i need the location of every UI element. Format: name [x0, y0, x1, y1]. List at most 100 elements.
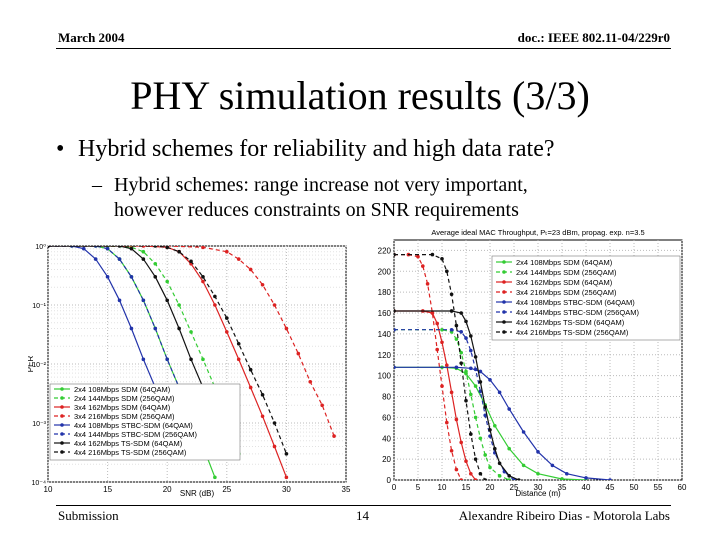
x-tick-label: 45: [606, 483, 615, 492]
data-point: [201, 357, 205, 362]
x-tick-label: 10: [438, 483, 447, 492]
legend-label: 4x4 162Mbps TS-SDM (64QAM): [516, 318, 625, 327]
data-point: [502, 270, 506, 274]
data-point: [502, 300, 506, 304]
y-tick-label: 220: [378, 246, 392, 255]
data-point: [201, 275, 205, 279]
data-point: [478, 369, 483, 374]
data-point: [449, 309, 454, 313]
legend-label: 4x4 108Mbps STBC-SDM (64QAM): [74, 421, 193, 430]
data-point: [425, 282, 430, 286]
data-point: [459, 330, 463, 334]
sub-bullet-line-1: Hybrid schemes: range increase not very …: [114, 174, 528, 196]
data-point: [550, 463, 555, 468]
y-tick-label: 10⁰: [35, 243, 46, 251]
data-point: [189, 330, 193, 334]
data-point: [141, 249, 146, 254]
data-point: [165, 298, 169, 303]
data-point: [141, 357, 146, 362]
data-point: [454, 365, 459, 370]
data-point: [608, 478, 612, 480]
sub-bullet-item: – Hybrid schemes: range increase not very…: [92, 173, 528, 223]
x-axis-label: Distance (m): [515, 489, 561, 498]
data-point: [464, 459, 468, 464]
legend-label: 2x4 108Mbps SDM (64QAM): [516, 258, 613, 267]
data-point: [536, 471, 540, 476]
y-tick-label: 140: [378, 330, 392, 339]
data-point: [117, 298, 122, 303]
data-point: [517, 478, 521, 480]
data-point: [272, 444, 277, 449]
y-tick-label: 10⁻³: [32, 421, 46, 428]
data-point: [507, 407, 511, 411]
data-point: [416, 254, 420, 259]
y-tick-label: 10⁻²: [32, 362, 46, 369]
data-point: [454, 323, 459, 328]
bullet-text: Hybrid schemes for reliability and high …: [78, 136, 555, 162]
data-point: [469, 392, 473, 397]
data-point: [497, 390, 502, 395]
legend-label: 2x4 144Mbps SDM (256QAM): [74, 394, 175, 403]
data-point: [236, 257, 241, 261]
legend-label: 2x4 144Mbps SDM (256QAM): [516, 268, 617, 277]
data-point: [430, 311, 435, 315]
data-point: [521, 463, 526, 468]
data-point: [449, 292, 454, 297]
data-point: [213, 475, 217, 480]
x-tick-label: 0: [392, 483, 397, 492]
data-point: [332, 434, 336, 438]
data-point: [497, 461, 502, 466]
data-point: [177, 326, 181, 331]
data-point: [105, 275, 110, 279]
data-point: [473, 367, 478, 372]
data-point: [497, 474, 502, 478]
x-tick-label: 60: [678, 483, 687, 492]
legend-box: [49, 383, 241, 461]
x-tick-label: 35: [558, 483, 567, 492]
legend-label: 4x4 144Mbps STBC-SDM (256QAM): [516, 308, 639, 317]
y-tick-label: 120: [378, 351, 392, 360]
data-point: [502, 260, 506, 264]
data-point: [507, 446, 511, 451]
x-tick-label: 35: [342, 485, 351, 494]
y-tick-label: 20: [382, 455, 391, 464]
footer-submission: Submission: [58, 508, 119, 523]
data-point: [165, 246, 169, 250]
data-point: [248, 367, 253, 372]
data-point: [177, 303, 181, 307]
data-point: [260, 282, 265, 287]
data-point: [440, 384, 444, 388]
data-point: [469, 348, 473, 353]
x-tick-label: 20: [486, 483, 495, 492]
data-point: [469, 334, 473, 338]
sub-bullet-dash-icon: –: [92, 174, 102, 196]
x-tick-label: 15: [462, 483, 471, 492]
data-point: [60, 423, 64, 427]
header-rule: [56, 48, 671, 49]
y-tick-label: 0: [387, 476, 392, 485]
data-point: [483, 405, 487, 409]
legend-label: 3x4 216Mbps SDM (256QAM): [516, 288, 617, 297]
data-point: [248, 267, 253, 272]
data-point: [507, 478, 511, 480]
data-point: [260, 414, 265, 419]
data-point: [153, 275, 158, 279]
data-point: [473, 478, 478, 480]
data-point: [141, 298, 146, 303]
legend-label: 4x4 108Mbps STBC-SDM (64QAM): [516, 298, 635, 307]
x-tick-label: 30: [534, 483, 543, 492]
data-point: [201, 279, 205, 284]
data-point: [165, 357, 169, 362]
x-tick-label: 25: [510, 483, 519, 492]
data-point: [464, 336, 468, 340]
data-point: [153, 326, 158, 331]
y-tick-label: 180: [378, 288, 392, 297]
data-point: [478, 380, 483, 384]
data-point: [488, 428, 492, 432]
data-point: [449, 327, 454, 332]
data-point: [260, 393, 265, 397]
data-point: [105, 246, 110, 251]
data-point: [488, 465, 492, 470]
data-point: [440, 256, 444, 261]
data-point: [430, 252, 435, 257]
